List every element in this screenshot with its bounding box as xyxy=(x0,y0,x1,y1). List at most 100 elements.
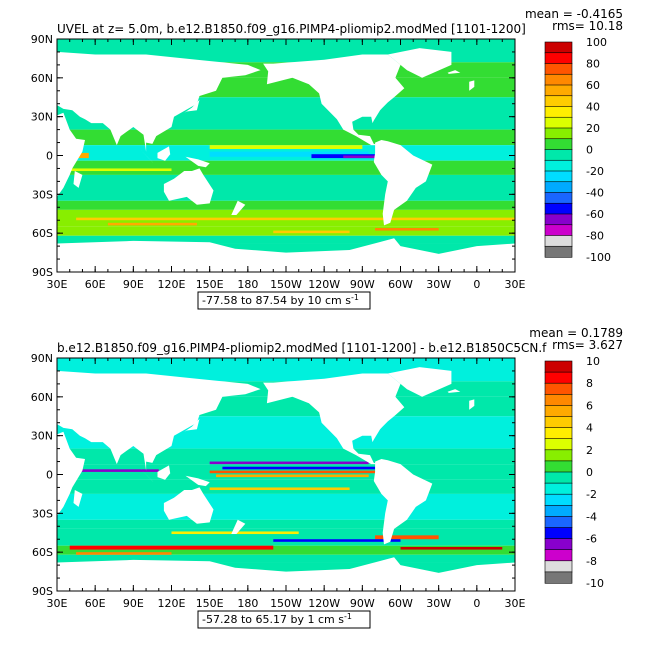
colorbar-label: 8 xyxy=(586,377,593,390)
landmass xyxy=(263,373,405,465)
lat-label: 60S xyxy=(32,546,53,559)
lat-label: 60N xyxy=(31,391,53,404)
land-mask xyxy=(57,48,515,272)
colorbar-swatch xyxy=(544,224,573,237)
lon-label: 60W xyxy=(388,597,413,610)
colorbar-label: -20 xyxy=(586,165,604,178)
lon-label: 90W xyxy=(350,597,375,610)
colorbar-swatch xyxy=(544,149,573,161)
colorbar-swatch xyxy=(544,159,573,172)
velocity-stripe xyxy=(69,168,172,172)
colorbar-label: -40 xyxy=(586,187,604,200)
lon-label: 60E xyxy=(85,278,106,291)
lat-label: 90S xyxy=(32,266,53,279)
range-box xyxy=(197,610,371,629)
colorbar-swatch xyxy=(544,181,573,194)
colorbar-swatch xyxy=(544,127,573,140)
colorbar-swatch xyxy=(544,41,573,54)
lat-label: 30N xyxy=(31,430,53,443)
colorbar-label: -60 xyxy=(586,208,604,221)
colorbar-swatch xyxy=(544,192,573,204)
range-unit-exponent: -1 xyxy=(351,293,359,302)
lon-label: 120E xyxy=(158,597,186,610)
colorbar-label: -2 xyxy=(586,488,597,501)
land-mask xyxy=(57,367,515,591)
colorbar-swatch xyxy=(544,116,573,129)
velocity-field xyxy=(57,358,515,591)
colorbar-label: 100 xyxy=(586,36,607,49)
lon-label: 150W xyxy=(270,278,302,291)
lon-label: 150E xyxy=(196,597,224,610)
colorbar-label: -10 xyxy=(586,577,604,590)
colorbar-label: 60 xyxy=(586,79,600,92)
landmass xyxy=(139,468,154,483)
colorbar-swatch xyxy=(544,393,573,406)
landmass xyxy=(185,475,210,487)
landmass xyxy=(163,168,214,205)
colorbar-swatch xyxy=(544,84,573,97)
velocity-band xyxy=(57,554,515,563)
landmass xyxy=(387,48,452,78)
landmass xyxy=(469,399,475,410)
colorbar-label: 80 xyxy=(586,58,600,71)
landmass xyxy=(157,465,171,480)
colorbar-swatch xyxy=(544,95,573,108)
lat-label: 90S xyxy=(32,585,53,598)
colorbar-swatch xyxy=(544,482,573,495)
velocity-stripe xyxy=(209,470,376,474)
colorbar-label: 40 xyxy=(586,101,600,114)
colorbar-swatch xyxy=(544,449,573,462)
colorbar-swatch xyxy=(544,438,573,451)
range-unit-exponent: -1 xyxy=(344,612,352,621)
colorbar-swatch xyxy=(544,202,573,215)
velocity-stripe xyxy=(209,151,369,157)
landmass xyxy=(139,149,154,164)
lon-label: 120W xyxy=(308,278,340,291)
range-label: -57.28 to 65.17 by 1 cm s xyxy=(202,613,344,626)
velocity-stripe xyxy=(375,535,439,540)
velocity-band xyxy=(57,160,515,175)
colorbar: 100 80 60 40 20 0 -20 -40 -60 -80 -100 xyxy=(544,36,611,264)
velocity-stripe xyxy=(76,552,172,555)
velocity-band xyxy=(57,479,515,494)
colorbar-swatch xyxy=(544,245,573,258)
velocity-stripe xyxy=(216,474,369,478)
landmass xyxy=(57,431,85,516)
panel-title: UVEL at z= 5.0m, b.e12.B1850.f09_g16.PIM… xyxy=(57,22,526,36)
velocity-stripe xyxy=(400,546,503,550)
colorbar-swatch xyxy=(544,213,573,226)
colorbar-swatch xyxy=(544,405,573,418)
lat-label: 90N xyxy=(31,352,53,365)
mean-stat: mean = -0.4165 xyxy=(525,7,623,21)
velocity-stripe xyxy=(76,217,515,221)
velocity-band xyxy=(57,448,515,465)
rms-stat: rms= 3.627 xyxy=(552,338,623,352)
landmass xyxy=(447,70,461,74)
landmass xyxy=(231,519,246,534)
velocity-stripe xyxy=(375,227,439,231)
velocity-stripe xyxy=(209,487,350,491)
landmass xyxy=(184,99,200,113)
lon-label: 30W xyxy=(426,597,451,610)
lon-label: 60E xyxy=(85,597,106,610)
colorbar-swatch xyxy=(544,427,573,440)
colorbar-swatch xyxy=(544,460,573,473)
lat-label: 60S xyxy=(32,227,53,240)
colorbar-swatch xyxy=(544,516,573,529)
colorbar-swatch xyxy=(544,571,573,584)
landmass xyxy=(73,171,83,188)
landmass xyxy=(73,490,83,507)
velocity-band xyxy=(57,528,515,546)
velocity-band xyxy=(57,200,515,210)
lon-label: 90E xyxy=(123,597,144,610)
colorbar-swatch xyxy=(544,504,573,517)
colorbar-swatch xyxy=(544,471,573,484)
colorbar-swatch xyxy=(544,63,573,75)
lat-label: 30S xyxy=(32,507,53,520)
colorbar-swatch xyxy=(544,382,573,395)
colorbar-label: 10 xyxy=(586,355,600,368)
colorbar-swatch xyxy=(544,416,573,429)
